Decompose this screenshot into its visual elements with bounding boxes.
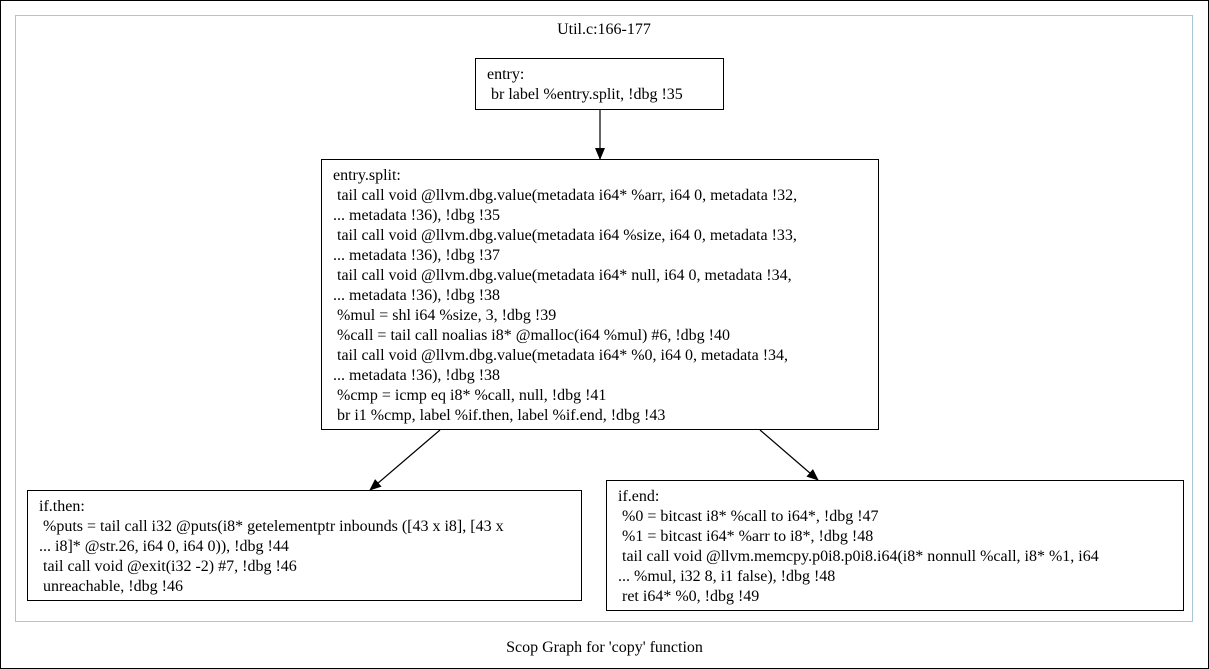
scop-cluster xyxy=(15,15,1193,622)
node-line: ret i64* %0, !dbg !49 xyxy=(618,588,760,605)
node-line: %mul = shl i64 %size, 3, !dbg !39 xyxy=(333,307,557,324)
graph-title: Scop Graph for 'copy' function xyxy=(506,639,703,656)
node-entry: entry: br label %entry.split, !dbg !35 xyxy=(475,58,724,110)
node-line: entry.split: xyxy=(333,167,401,184)
node-line: %1 = bitcast i64* %arr to i8*, !dbg !48 xyxy=(618,528,874,545)
node-line: tail call void @llvm.dbg.value(metadata … xyxy=(333,187,798,204)
node-line: if.then: xyxy=(39,498,85,515)
node-line: ... metadata !36), !dbg !38 xyxy=(333,287,501,304)
node-entry-split: entry.split: tail call void @llvm.dbg.va… xyxy=(321,159,879,430)
node-line: ... metadata !36), !dbg !38 xyxy=(333,367,501,384)
node-line: unreachable, !dbg !46 xyxy=(39,578,183,595)
node-line: ... metadata !36), !dbg !35 xyxy=(333,207,501,224)
node-line: %puts = tail call i32 @puts(i8* geteleme… xyxy=(39,518,504,535)
node-line: tail call void @exit(i32 -2) #7, !dbg !4… xyxy=(39,558,297,575)
node-line: tail call void @llvm.memcpy.p0i8.p0i8.i6… xyxy=(618,548,1099,565)
node-line: tail call void @llvm.dbg.value(metadata … xyxy=(333,267,792,284)
node-if-end: if.end: %0 = bitcast i8* %call to i64*, … xyxy=(606,480,1184,611)
node-line: ... metadata !36), !dbg !37 xyxy=(333,247,501,264)
node-line: br label %entry.split, !dbg !35 xyxy=(487,86,683,103)
node-line: tail call void @llvm.dbg.value(metadata … xyxy=(333,347,789,364)
node-line: if.end: xyxy=(618,488,660,505)
node-line: %call = tail call noalias i8* @malloc(i6… xyxy=(333,327,730,344)
cluster-title: Util.c:166-177 xyxy=(557,21,651,38)
node-line: tail call void @llvm.dbg.value(metadata … xyxy=(333,227,797,244)
node-line: %0 = bitcast i8* %call to i64*, !dbg !47 xyxy=(618,508,879,525)
node-line: ... %mul, i32 8, i1 false), !dbg !48 xyxy=(618,568,836,585)
node-line: entry: xyxy=(487,66,525,83)
node-line: ... i8]* @str.26, i64 0, i64 0)), !dbg !… xyxy=(39,538,289,555)
node-line: %cmp = icmp eq i8* %call, null, !dbg !41 xyxy=(333,387,607,404)
node-line: br i1 %cmp, label %if.then, label %if.en… xyxy=(333,407,666,424)
node-if-then: if.then: %puts = tail call i32 @puts(i8*… xyxy=(27,490,582,601)
